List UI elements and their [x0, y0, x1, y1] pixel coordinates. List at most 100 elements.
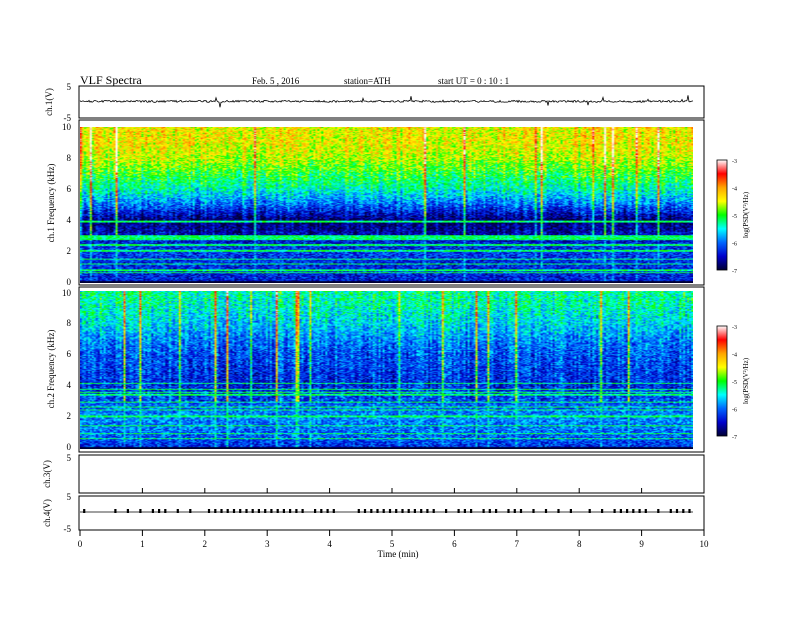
ch4-pulse	[320, 509, 323, 513]
ch4-pulse	[270, 509, 273, 513]
ch1-spectrogram-image	[80, 127, 693, 283]
ch2-spectrogram-image	[80, 291, 693, 449]
ch4-pulse	[401, 509, 404, 513]
xaxis-tick-label: 3	[265, 539, 270, 549]
ch4-pulse	[370, 509, 373, 513]
ch4-pulse	[251, 509, 254, 513]
ch2-colorbar-gradient	[716, 325, 728, 437]
ch1-colorbar-label: log(PSD(V²/Hz)	[742, 191, 750, 238]
ch4-pulse	[426, 509, 429, 513]
colorbar-tick-label: -5	[732, 214, 737, 220]
ch4-pulse	[445, 509, 448, 513]
ch4-pulse	[176, 509, 179, 513]
ch1-ytick-neg5: -5	[64, 113, 72, 123]
ch4-pulse	[214, 509, 217, 513]
ch4-pulse	[226, 509, 229, 513]
time-axis: 0 1 2 3 4 5 6 7 8 9 10	[78, 530, 709, 549]
ch3-ytick-5: 5	[67, 453, 72, 463]
ch4-pulse	[682, 509, 685, 513]
start-time-label: start UT = 0 : 10 : 1	[438, 76, 509, 86]
ch4-ylabel: ch.4(V)	[42, 499, 52, 527]
ch2-freq-ticks: 0 2 4 6 8 10	[62, 288, 72, 452]
ch4-pulse	[388, 509, 392, 513]
station-label: station=ATH	[344, 76, 391, 86]
ch1-freq-tick: 0	[67, 277, 72, 287]
ch4-pulse	[457, 509, 460, 513]
colorbar-tick-label: -4	[732, 353, 737, 359]
ch3-ylabel: ch.3(V)	[42, 460, 52, 488]
ch4-pulse	[675, 509, 679, 513]
ch4-pulse	[638, 509, 641, 513]
ch4-pulse	[482, 509, 485, 513]
ch3-event-ticks	[141, 488, 643, 493]
ch4-pulse	[413, 509, 416, 513]
xaxis-tick-label: 1	[140, 539, 145, 549]
ch3-waveform-panel: 5 ch.3(V)	[42, 453, 705, 494]
ch2-freq-tick: 0	[67, 442, 72, 452]
ch4-pulse	[326, 509, 329, 513]
ch4-pulse	[289, 509, 292, 513]
ch4-pulse	[295, 509, 298, 513]
ch4-pulse	[164, 509, 167, 513]
xaxis-tick-label: 10	[700, 539, 710, 549]
ch4-pulse	[357, 509, 360, 513]
ch1-spectrogram-panel: 0 2 4 6 8 10 ch.1 Frequency (kHz)	[46, 119, 705, 287]
ch4-pulse	[276, 509, 279, 513]
ch4-pulse	[688, 509, 691, 513]
ch1-freq-tick: 2	[67, 246, 72, 256]
ch1-freq-tick: 4	[67, 215, 72, 225]
ch4-pulse	[407, 509, 410, 513]
ch4-pulse	[207, 509, 211, 513]
ch4-pulse	[239, 509, 242, 513]
xaxis-tick-label: 6	[452, 539, 457, 549]
colorbar-tick-label: -3	[732, 325, 737, 331]
xaxis-label: Time (min)	[378, 549, 419, 559]
ch4-pulse	[626, 509, 629, 513]
ch1-freq-tick: 8	[67, 153, 72, 163]
ch2-freq-tick: 8	[67, 318, 72, 328]
ch4-pulse	[470, 509, 473, 513]
ch4-ytick-5: 5	[67, 492, 72, 502]
ch2-colorbar-label: log(PSD(V²/Hz)	[742, 357, 750, 404]
ch4-pulse	[189, 509, 192, 513]
ch4-pulse	[463, 509, 466, 513]
ch1-freq-tick: 10	[62, 122, 72, 132]
ch4-pulse	[376, 509, 379, 513]
xaxis-tick-label: 2	[203, 539, 208, 549]
ch4-pulse	[669, 509, 672, 513]
ch4-pulse	[495, 509, 498, 513]
ch4-pulse	[657, 509, 660, 513]
ch4-pulse	[507, 509, 510, 513]
ch4-pulse	[257, 509, 260, 513]
ch2-freq-tick: 4	[67, 380, 72, 390]
ch4-pulse	[532, 509, 535, 513]
ch4-pulse	[395, 509, 398, 513]
ch1-ytick-5: 5	[67, 82, 72, 92]
colorbar-tick-label: -7	[732, 435, 737, 441]
ch4-pulse	[232, 509, 236, 513]
ch2-freq-tick: 10	[62, 288, 72, 298]
colorbar-tick-label: -6	[732, 242, 737, 248]
ch2-colorbar-ticks: -3 -4 -5 -6 -7	[732, 325, 737, 441]
ch4-pulse	[314, 509, 317, 513]
ch4-pulse	[432, 509, 435, 513]
ch4-ytick-neg5: -5	[64, 524, 72, 534]
ch4-pulse	[282, 509, 285, 513]
ch2-freq-tick: 6	[67, 349, 72, 359]
ch1-freq-ylabel: ch.1 Frequency (kHz)	[46, 164, 56, 243]
ch4-pulse	[488, 509, 491, 513]
ch4-pulse	[632, 509, 635, 513]
ch2-freq-ylabel: ch.2 Frequency (kHz)	[46, 330, 56, 409]
xaxis-tick-label: 4	[327, 539, 332, 549]
ch4-pulse	[301, 509, 304, 513]
ch4-waveform-panel: 5 -5 ch.4(V)	[42, 492, 705, 534]
ch4-pulse	[83, 509, 86, 513]
ch1-waveform-panel: 5 -5 ch.1(V)	[44, 82, 705, 123]
xaxis-tick-label: 9	[639, 539, 644, 549]
ch4-pulse	[220, 509, 223, 513]
colorbar-tick-label: -4	[732, 187, 737, 193]
ch4-pulse	[619, 509, 622, 513]
ch1-ylabel: ch.1(V)	[44, 88, 54, 116]
figure-title: VLF Spectra	[80, 73, 142, 87]
